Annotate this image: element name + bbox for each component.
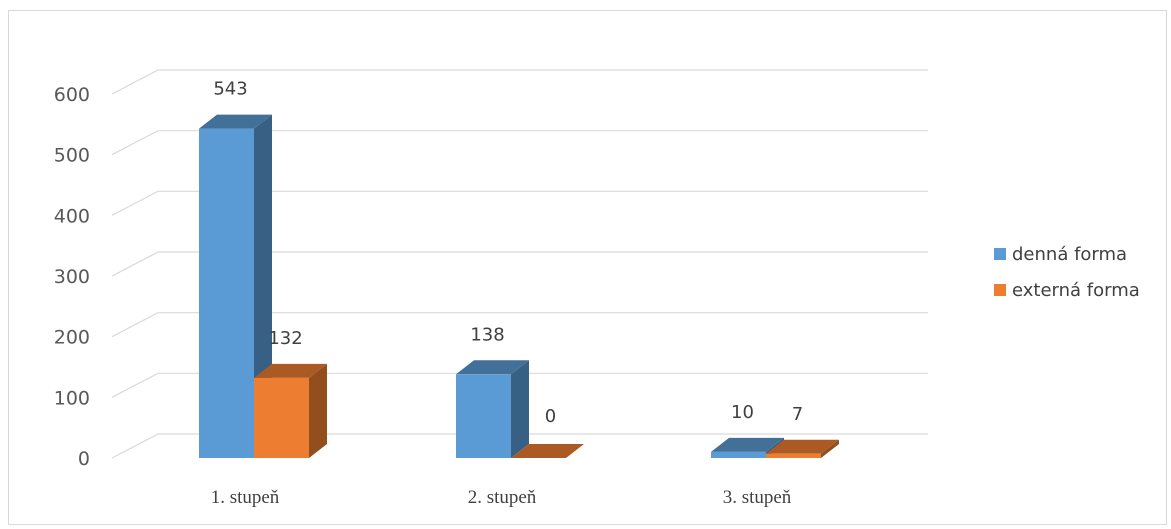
- legend-swatch-externa: [994, 284, 1006, 296]
- data-label: 138: [470, 324, 504, 345]
- x-category-label: 3. stupeň: [723, 487, 792, 508]
- gridline-200: [111, 312, 928, 338]
- data-label: 543: [213, 79, 247, 100]
- bar-1-2: [766, 439, 839, 458]
- bars: [199, 114, 839, 458]
- legend-item-externa: externá forma: [994, 272, 1140, 308]
- legend-label-denna: denná forma: [1012, 243, 1128, 265]
- data-labels: 543 132 138 0 10 7: [213, 79, 803, 427]
- y-tick-label: 400: [54, 205, 90, 227]
- gridline-500: [111, 130, 928, 156]
- y-tick-label: 200: [54, 327, 90, 349]
- y-tick-label: 300: [54, 266, 90, 288]
- legend-label-externa: externá forma: [1012, 279, 1140, 301]
- y-tick-label: 600: [54, 84, 90, 106]
- legend-item-denna: denná forma: [994, 236, 1140, 272]
- y-tick-label: 0: [78, 448, 90, 470]
- gridline-300: [111, 251, 928, 277]
- gridline-400: [111, 190, 928, 216]
- data-label: 10: [731, 402, 754, 423]
- data-label: 0: [545, 406, 556, 427]
- x-category-label: 2. stupeň: [468, 487, 537, 508]
- y-tick-label: 500: [54, 145, 90, 167]
- legend: denná forma externá forma: [994, 236, 1140, 308]
- legend-swatch-denna: [994, 248, 1006, 260]
- gridline-100: [111, 372, 928, 398]
- gridline-0: [111, 433, 928, 459]
- gridlines: [111, 69, 928, 459]
- bar-1-1: [511, 444, 584, 458]
- bar-0-1: [456, 360, 529, 458]
- y-tick-label: 100: [54, 387, 90, 409]
- data-label: 7: [792, 404, 803, 425]
- x-axis-categories: 1. stupeň 2. stupeň 3. stupeň: [211, 487, 792, 508]
- bar-1-0: [254, 363, 327, 458]
- data-label: 132: [268, 328, 302, 349]
- y-axis-ticks: 0 100 200 300 400 500 600: [54, 84, 90, 470]
- gridline-600: [111, 69, 928, 95]
- x-category-label: 1. stupeň: [211, 487, 280, 508]
